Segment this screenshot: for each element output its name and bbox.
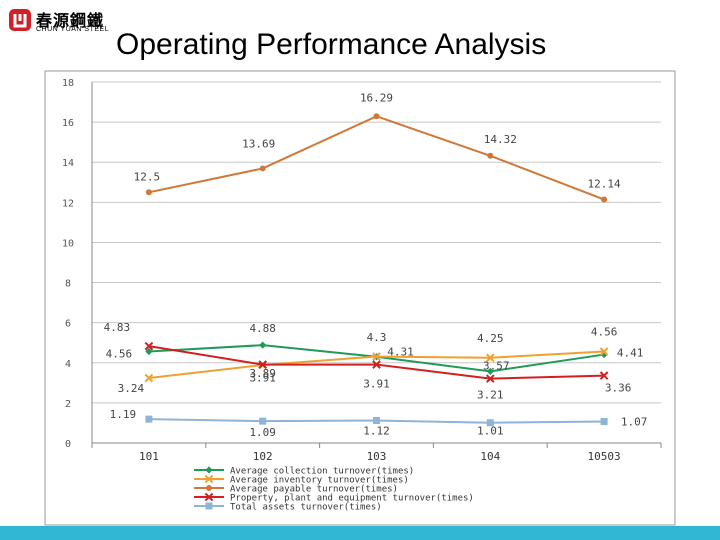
series-4-point [599, 371, 609, 380]
series-1-point [145, 347, 153, 356]
series-3-point [373, 113, 380, 120]
series-2-data-label: 3.24 [118, 382, 145, 395]
series-1-point [259, 341, 267, 349]
series-4-point [372, 360, 381, 369]
series-3-data-label: 13.69 [242, 137, 275, 150]
series-4-point [485, 374, 495, 383]
series-3-point [487, 152, 494, 159]
legend-swatch-marker [204, 492, 214, 502]
series-4-data-label: 3.21 [477, 389, 504, 402]
series-4-data-label: 3.91 [363, 378, 390, 391]
series-5-data-label: 1.19 [110, 408, 136, 421]
series-3-point [145, 189, 152, 196]
chart-frame [44, 70, 676, 526]
line-chart: 0 2 4 6 8 10 12 14 16 18 101 102 103 104 10503 4.56 4.88… [44, 70, 676, 526]
series-2-point [372, 352, 381, 361]
footer-accent-bar [0, 526, 720, 540]
series-3-point [601, 196, 608, 203]
series-1-data-label: 4.3 [367, 331, 387, 344]
series-3-point [259, 165, 266, 172]
series-5-point [373, 417, 380, 425]
series-2-data-label: 4.25 [477, 332, 504, 345]
logo-chinese-name: 春源鋼鐵 [36, 11, 105, 30]
y-tick-label: 0 [65, 439, 71, 450]
series-1-point [486, 367, 494, 376]
x-tick-label: 102 [253, 450, 273, 463]
series-5-data-label: 1.12 [363, 425, 390, 438]
series-2-data-label: 4.31 [387, 346, 414, 359]
legend-swatch-marker [205, 502, 213, 510]
series-2-point [485, 353, 495, 363]
series-1-data-label: 4.41 [617, 347, 644, 360]
logo-mark-icon [9, 9, 31, 31]
legend-item: Average payable turnover(times) [194, 485, 398, 495]
series-5-data-label: 1.07 [621, 416, 648, 429]
series-1-data-label: 4.56 [106, 348, 132, 361]
y-tick-label: 2 [65, 399, 71, 410]
x-tick-label: 104 [480, 450, 500, 463]
y-tick-label: 18 [62, 78, 74, 89]
chart-container: 0 2 4 6 8 10 12 14 16 18 101 102 103 104 10503 4.56 4.88… [44, 70, 676, 526]
legend-item: Property, plant and equipment turnover(t… [194, 492, 474, 504]
series-1-data-label: 4.88 [249, 322, 276, 335]
y-tick-label: 4 [65, 359, 71, 370]
series-2-data-label: 3.89 [249, 367, 276, 380]
series-3-data-label: 14.32 [484, 133, 517, 146]
series-3-data-label: 12.5 [134, 170, 161, 183]
y-tick-label: 10 [62, 238, 74, 249]
series-4-point [144, 341, 154, 351]
series-5-point [145, 415, 153, 423]
legend-label: Average inventory turnover(times) [230, 476, 409, 486]
y-tick-label: 6 [65, 319, 71, 330]
series-5-point [600, 418, 608, 426]
legend-label: Average collection turnover(times) [230, 467, 414, 477]
series-4-data-label: 3.36 [605, 382, 632, 395]
x-tick-label: 101 [139, 450, 159, 463]
legend-swatch-marker [206, 485, 212, 491]
series-5-data-label: 1.01 [477, 425, 504, 438]
series-4-data-label: 3.91 [249, 372, 276, 385]
series-5-point [486, 419, 494, 427]
y-tick-label: 8 [65, 279, 71, 290]
x-tick-label: 10503 [588, 450, 621, 463]
series-3-data-label: 12.14 [588, 178, 621, 191]
series-4-data-label: 4.83 [104, 321, 130, 334]
page-title: Operating Performance Analysis [116, 28, 547, 61]
legend-label: Average payable turnover(times) [230, 485, 398, 495]
series-2-data-label: 4.56 [591, 326, 618, 339]
legend-label: Property, plant and equipment turnover(t… [230, 494, 474, 504]
y-tick-label: 14 [62, 158, 74, 169]
series-1-data-label: 3.57 [483, 359, 510, 372]
company-logo: 春源鋼鐵 CHUN YUAN STEEL [8, 6, 120, 38]
logo-english-name: CHUN YUAN STEEL [36, 26, 110, 33]
series-5-data-label: 1.09 [249, 426, 276, 439]
x-tick-label: 103 [367, 450, 387, 463]
legend-swatch-marker [204, 474, 214, 484]
y-tick-label: 16 [62, 118, 74, 129]
legend-item: Total assets turnover(times) [194, 502, 382, 513]
series-3-data-label: 16.29 [360, 91, 393, 104]
series-2-point [599, 347, 609, 356]
legend-item: Average inventory turnover(times) [194, 474, 409, 486]
series-2-point [144, 373, 154, 383]
legend-label: Total assets turnover(times) [230, 503, 382, 513]
series-4-point [258, 360, 268, 369]
y-tick-label: 12 [62, 198, 74, 209]
legend-swatch-marker [205, 466, 213, 474]
series-5-point [259, 417, 267, 425]
legend-item: Average collection turnover(times) [194, 466, 414, 477]
